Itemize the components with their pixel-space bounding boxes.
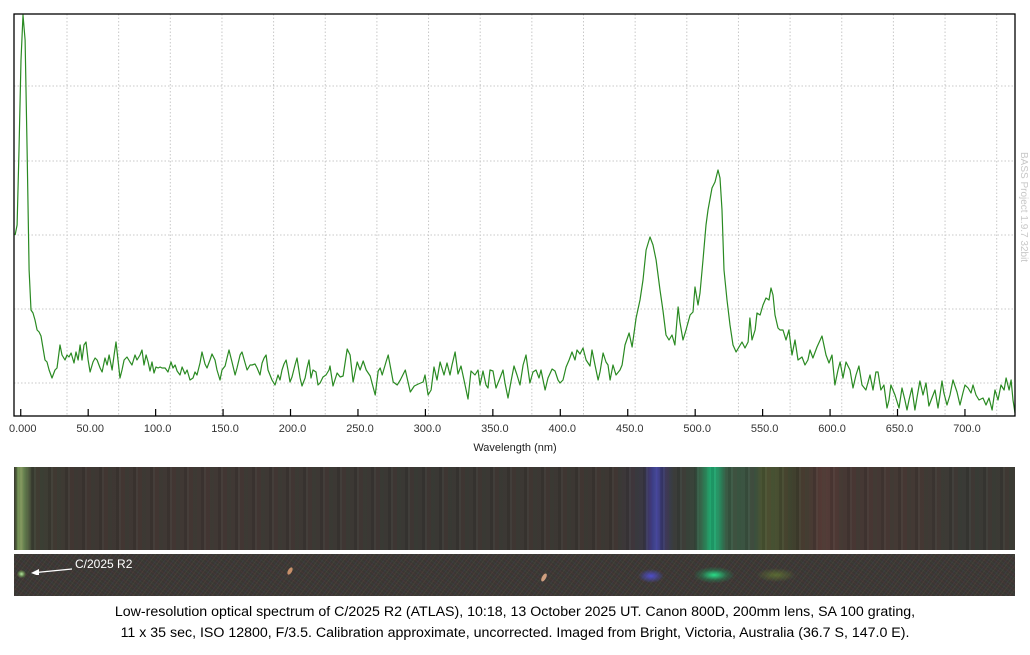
spectrum-strip-image: [14, 467, 1015, 550]
x-tick-label: 650.0: [886, 423, 914, 435]
watermark-text: BASS Project 1.9.7 32bit: [1018, 152, 1029, 263]
spectrum-chart: 0.000 50.00 100.0 150.0 200.0 250.0 300.0 350.0…: [9, 13, 1016, 454]
star-trail: [286, 566, 294, 576]
x-tick-label: 100.0: [144, 423, 172, 435]
comet-image: [17, 570, 26, 578]
x-tick-label: 550.0: [751, 423, 779, 435]
x-tick-label: 600.0: [818, 423, 846, 435]
software-watermark: BASS Project 1.9.7 32bit: [1015, 152, 1030, 277]
x-axis-label: Wavelength (nm): [473, 442, 556, 454]
x-tick-label: 0.000: [9, 423, 37, 435]
star-trail: [540, 572, 548, 583]
x-tick-label: 400.0: [549, 423, 577, 435]
x-tick-label: 250.0: [346, 423, 374, 435]
spectrum-line: [14, 14, 1016, 414]
caption-line-1: Low-resolution optical spectrum of C/202…: [114, 604, 916, 620]
x-axis-ticks: 0.000 50.00 100.0 150.0 200.0 250.0 300.0 350.0…: [9, 409, 981, 435]
x-tick-label: 450.0: [616, 423, 644, 435]
x-tick-label: 300.0: [414, 423, 442, 435]
x-tick-label: 50.00: [76, 423, 104, 435]
comet-label: C/2025 R2: [75, 557, 133, 571]
olive-emission-blob: [756, 568, 796, 582]
series-layer: [14, 14, 1016, 414]
x-tick-label: 350.0: [481, 423, 509, 435]
x-tick-label: 500.0: [683, 423, 711, 435]
x-tick-label: 150.0: [211, 423, 239, 435]
plot-frame: [13, 13, 1016, 417]
raw-frame-image: C/2025 R2: [14, 554, 1015, 596]
arrow-icon: [31, 568, 73, 575]
figure-caption: Low-resolution optical spectrum of C/202…: [0, 602, 1030, 644]
grid: [14, 14, 1015, 416]
caption-line-2: 11 x 35 sec, ISO 12800, F/3.5. Calibrati…: [120, 625, 910, 641]
blue-emission-blob: [638, 569, 664, 583]
x-tick-label: 200.0: [279, 423, 307, 435]
green-emission-blob: [694, 567, 734, 583]
x-tick-label: 700.0: [953, 423, 981, 435]
